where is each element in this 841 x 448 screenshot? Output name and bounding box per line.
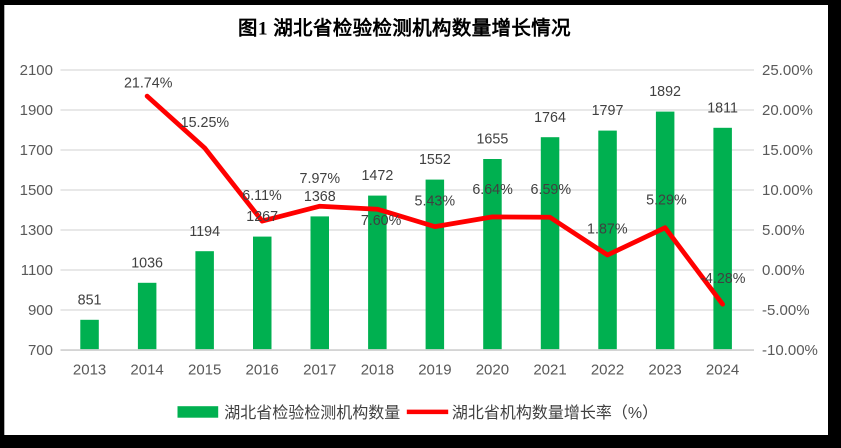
svg-text:5.29%: 5.29% xyxy=(646,193,687,209)
svg-text:1811: 1811 xyxy=(707,100,738,116)
svg-text:1472: 1472 xyxy=(361,168,393,184)
svg-text:1100: 1100 xyxy=(21,262,53,279)
svg-text:5.00%: 5.00% xyxy=(762,222,805,239)
svg-text:1655: 1655 xyxy=(476,132,508,148)
svg-text:1267: 1267 xyxy=(246,209,278,225)
svg-text:0.00%: 0.00% xyxy=(762,262,805,279)
svg-text:1892: 1892 xyxy=(649,84,681,100)
svg-text:7.97%: 7.97% xyxy=(300,171,341,187)
svg-text:1500: 1500 xyxy=(20,182,53,199)
svg-text:1764: 1764 xyxy=(534,110,566,126)
svg-text:-10.00%: -10.00% xyxy=(762,342,818,359)
svg-text:1.87%: 1.87% xyxy=(587,222,628,238)
svg-text:2015: 2015 xyxy=(188,361,221,378)
svg-text:2023: 2023 xyxy=(648,361,681,378)
svg-text:21.74%: 21.74% xyxy=(124,76,173,92)
svg-text:图1 湖北省检验检测机构数量增长情况: 图1 湖北省检验检测机构数量增长情况 xyxy=(238,16,571,39)
svg-text:1194: 1194 xyxy=(189,224,220,240)
svg-text:-4.28%: -4.28% xyxy=(700,271,746,287)
svg-text:2014: 2014 xyxy=(130,361,163,378)
svg-text:1368: 1368 xyxy=(304,189,336,205)
svg-text:1036: 1036 xyxy=(131,255,163,271)
svg-text:-5.00%: -5.00% xyxy=(762,302,810,319)
svg-text:湖北省机构数量增长率（%）: 湖北省机构数量增长率（%） xyxy=(452,404,658,422)
svg-text:2017: 2017 xyxy=(303,361,336,378)
svg-text:6.59%: 6.59% xyxy=(531,182,572,198)
svg-text:6.11%: 6.11% xyxy=(242,188,282,204)
svg-text:5.43%: 5.43% xyxy=(415,193,456,209)
svg-text:10.00%: 10.00% xyxy=(762,182,813,199)
svg-text:1700: 1700 xyxy=(20,142,53,159)
svg-text:7.60%: 7.60% xyxy=(361,213,402,229)
svg-text:1300: 1300 xyxy=(20,222,53,239)
svg-text:2022: 2022 xyxy=(591,361,624,378)
svg-text:25.00%: 25.00% xyxy=(762,62,813,79)
svg-text:20.00%: 20.00% xyxy=(762,102,813,119)
svg-text:2021: 2021 xyxy=(533,361,566,378)
svg-text:1797: 1797 xyxy=(592,103,624,119)
svg-text:2100: 2100 xyxy=(20,62,53,79)
svg-text:900: 900 xyxy=(28,302,53,319)
svg-text:2018: 2018 xyxy=(361,361,394,378)
svg-text:700: 700 xyxy=(28,342,53,359)
svg-text:湖北省检验检测机构数量: 湖北省检验检测机构数量 xyxy=(224,404,400,422)
svg-text:1552: 1552 xyxy=(419,152,451,168)
svg-text:2019: 2019 xyxy=(418,361,451,378)
svg-text:851: 851 xyxy=(78,292,102,308)
svg-text:1900: 1900 xyxy=(20,102,53,119)
svg-text:2024: 2024 xyxy=(706,361,739,378)
svg-text:6.64%: 6.64% xyxy=(472,182,513,198)
svg-text:15.00%: 15.00% xyxy=(762,142,813,159)
svg-text:2013: 2013 xyxy=(73,361,106,378)
svg-text:15.25%: 15.25% xyxy=(181,115,230,131)
svg-text:2020: 2020 xyxy=(476,361,509,378)
svg-text:2016: 2016 xyxy=(246,361,279,378)
